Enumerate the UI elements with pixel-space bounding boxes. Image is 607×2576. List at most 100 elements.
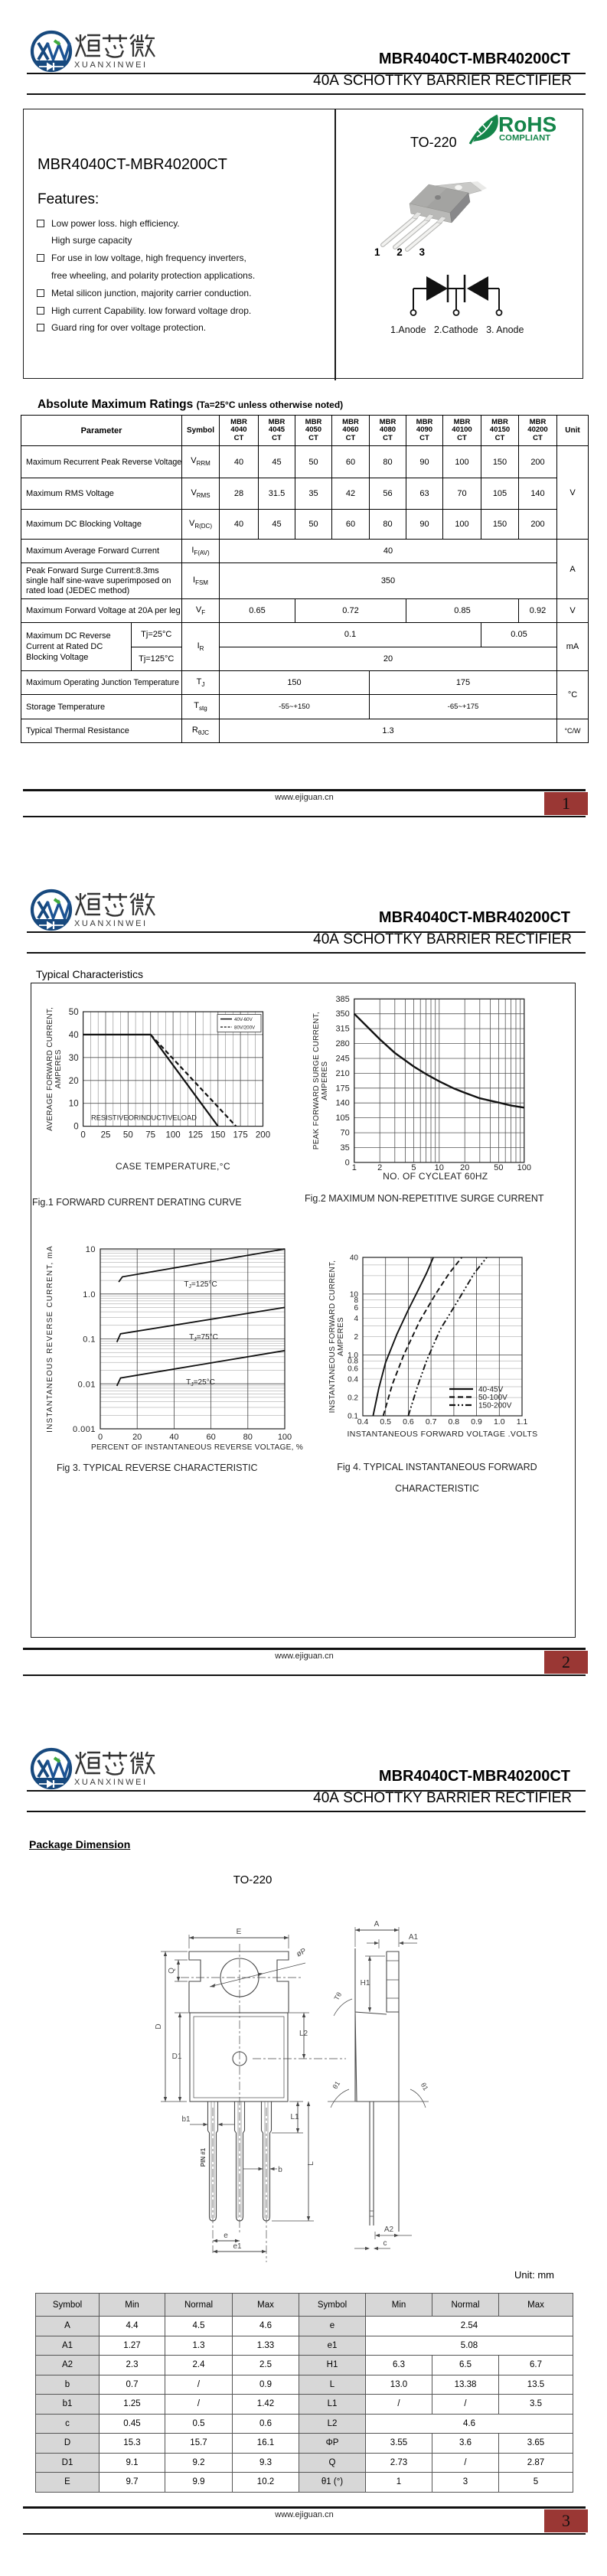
svg-text:0.7: 0.7	[426, 1417, 437, 1427]
svg-text:105: 105	[335, 1114, 349, 1123]
svg-text:PEAK FORWARD SURGE CURRENT,: PEAK FORWARD SURGE CURRENT,	[312, 1012, 321, 1149]
svg-text:0: 0	[73, 1123, 78, 1132]
svg-text:50-100V: 50-100V	[478, 1394, 507, 1402]
svg-text:25: 25	[101, 1131, 111, 1140]
svg-text:35: 35	[341, 1143, 350, 1153]
svg-text:A: A	[374, 1920, 380, 1929]
svg-text:AMPERES: AMPERES	[54, 1049, 63, 1088]
svg-text:10: 10	[69, 1100, 79, 1109]
svg-text:175: 175	[233, 1131, 248, 1140]
svg-text:60: 60	[206, 1433, 215, 1442]
svg-text:0.4: 0.4	[357, 1417, 369, 1427]
svg-text:1.0: 1.0	[494, 1417, 505, 1427]
svg-text:0.6: 0.6	[403, 1417, 414, 1427]
svg-text:A2: A2	[384, 2225, 394, 2234]
svg-text:Fig.1 FORWARD CURRENT DERATING: Fig.1 FORWARD CURRENT DERATING CURVE	[32, 1197, 242, 1208]
svg-text:Fig 3. TYPICAL REVERSE CHARACT: Fig 3. TYPICAL REVERSE CHARACTERISTIC	[57, 1462, 258, 1473]
svg-text:100: 100	[165, 1131, 180, 1140]
svg-text:Q: Q	[168, 1968, 176, 1974]
svg-text:NO. OF CYCLEAT 60HZ: NO. OF CYCLEAT 60HZ	[383, 1171, 488, 1182]
svg-text:2: 2	[354, 1333, 358, 1342]
svg-text:AVERAGE FORWARD CURRENT,: AVERAGE FORWARD CURRENT,	[46, 1007, 54, 1131]
svg-text:e1: e1	[233, 2242, 242, 2251]
svg-text:TJ=125°C: TJ=125°C	[184, 1280, 217, 1290]
svg-text:245: 245	[335, 1054, 349, 1063]
svg-text:1.1: 1.1	[517, 1417, 528, 1427]
svg-text:AMPERES: AMPERES	[321, 1061, 329, 1101]
svg-text:20: 20	[132, 1433, 142, 1442]
svg-text:0: 0	[80, 1131, 85, 1140]
svg-text:50: 50	[494, 1163, 503, 1172]
svg-text:1: 1	[352, 1163, 357, 1172]
svg-text:0.8: 0.8	[449, 1417, 460, 1427]
svg-text:E: E	[237, 1928, 242, 1936]
svg-text:10: 10	[435, 1163, 444, 1172]
svg-text:COMPLIANT: COMPLIANT	[499, 134, 550, 143]
svg-text:øP: øP	[295, 1947, 308, 1959]
svg-text:50: 50	[123, 1131, 133, 1140]
svg-text:CHARACTERISTIC: CHARACTERISTIC	[395, 1483, 479, 1494]
svg-text:0.01: 0.01	[78, 1380, 96, 1389]
svg-text:D: D	[155, 2023, 163, 2029]
svg-text:150: 150	[210, 1131, 225, 1140]
svg-text:2: 2	[377, 1163, 382, 1172]
svg-text:0.9: 0.9	[471, 1417, 482, 1427]
svg-text:CASE TEMPERATURE,°C: CASE TEMPERATURE,°C	[116, 1161, 230, 1172]
svg-text:385: 385	[335, 995, 349, 1004]
svg-text:125: 125	[188, 1131, 203, 1140]
svg-text:b1: b1	[181, 2115, 191, 2124]
svg-text:10: 10	[350, 1290, 359, 1299]
svg-text:350: 350	[335, 1009, 349, 1019]
svg-text:c: c	[383, 2239, 387, 2248]
svg-text:INSTANTANEOUS FORWARD VOLTAG: INSTANTANEOUS FORWARD VOLTAGE .VOLTS	[347, 1430, 537, 1439]
svg-text:Tθ: Tθ	[332, 1991, 343, 2001]
svg-text:H1: H1	[361, 1979, 370, 1987]
svg-text:75: 75	[145, 1131, 155, 1140]
svg-text:PERCENT OF INSTANTANEOUS REVER: PERCENT OF INSTANTANEOUS REVERSE VOLTAGE…	[91, 1443, 303, 1452]
svg-text:L2: L2	[299, 2030, 308, 2038]
svg-text:20: 20	[69, 1077, 79, 1086]
svg-text:0.8: 0.8	[348, 1358, 358, 1366]
svg-text:200: 200	[256, 1131, 270, 1140]
svg-text:0.6: 0.6	[348, 1365, 358, 1374]
svg-text:10: 10	[86, 1245, 96, 1254]
svg-text:80: 80	[243, 1433, 253, 1442]
svg-text:INSTANTANEOUS REVERSE CURREN: INSTANTANEOUS REVERSE CURRENT, mA	[46, 1245, 54, 1433]
svg-text:1.0: 1.0	[348, 1352, 358, 1360]
svg-text:θ1: θ1	[331, 2080, 342, 2091]
svg-text:0.4: 0.4	[348, 1376, 358, 1384]
svg-text:0.2: 0.2	[348, 1394, 358, 1403]
svg-text:e: e	[224, 2232, 228, 2240]
svg-text:80V/200V: 80V/200V	[234, 1026, 256, 1031]
svg-text:0.1: 0.1	[348, 1413, 358, 1421]
svg-text:0: 0	[98, 1433, 103, 1442]
svg-text:100: 100	[517, 1163, 531, 1172]
svg-text:INSTANTANEOUS FORWARD CURRENT,: INSTANTANEOUS FORWARD CURRENT,	[328, 1260, 337, 1414]
svg-text:TJ=25°C: TJ=25°C	[186, 1378, 215, 1387]
svg-text:L: L	[307, 2161, 315, 2166]
svg-text:40-45V: 40-45V	[478, 1386, 504, 1394]
svg-text:100: 100	[278, 1433, 292, 1442]
svg-text:50: 50	[69, 1008, 79, 1017]
svg-text:210: 210	[335, 1069, 349, 1078]
svg-text:175: 175	[335, 1084, 349, 1093]
svg-text:Fig.2 MAXIMUM NON-REPETITIVE S: Fig.2 MAXIMUM NON-REPETITIVE SURGE CURRE…	[305, 1193, 544, 1204]
svg-text:RESISTIVEORINDUCTIVELOAD: RESISTIVEORINDUCTIVELOAD	[91, 1114, 197, 1122]
svg-text:8: 8	[354, 1296, 358, 1305]
svg-text:0.1: 0.1	[83, 1335, 96, 1345]
svg-text:150-200V: 150-200V	[478, 1402, 512, 1410]
svg-text:70: 70	[341, 1129, 350, 1138]
svg-text:0: 0	[345, 1158, 350, 1167]
svg-text:30: 30	[69, 1054, 79, 1063]
svg-text:1.0: 1.0	[83, 1290, 96, 1299]
svg-text:315: 315	[335, 1025, 349, 1034]
svg-text:TJ=75°C: TJ=75°C	[189, 1333, 218, 1342]
svg-text:A1: A1	[409, 1933, 419, 1942]
svg-text:20: 20	[460, 1163, 469, 1172]
svg-text:0.5: 0.5	[380, 1417, 391, 1427]
svg-text:Fig 4. TYPICAL INSTANTANEOUS F: Fig 4. TYPICAL INSTANTANEOUS FORWARD	[337, 1462, 537, 1472]
svg-text:PIN #1: PIN #1	[200, 2147, 207, 2167]
svg-text:b: b	[278, 2166, 282, 2174]
svg-text:40V-60V: 40V-60V	[234, 1017, 253, 1022]
svg-text:6: 6	[354, 1304, 358, 1312]
